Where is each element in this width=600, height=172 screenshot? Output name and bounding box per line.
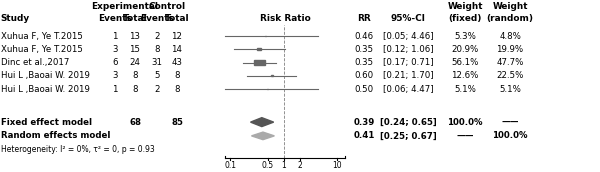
- Text: [0.24; 0.65]: [0.24; 0.65]: [380, 118, 436, 127]
- Text: Hui L ,Baoai W. 2019: Hui L ,Baoai W. 2019: [1, 85, 89, 94]
- Text: 0.41: 0.41: [353, 131, 375, 140]
- Text: 15: 15: [130, 45, 140, 54]
- Text: 31: 31: [152, 58, 163, 67]
- Text: 8: 8: [132, 71, 138, 80]
- Text: Risk Ratio: Risk Ratio: [260, 14, 310, 23]
- Text: Dinc et al.,2017: Dinc et al.,2017: [1, 58, 69, 67]
- Text: 8: 8: [132, 85, 138, 94]
- Text: [0.06; 4.47]: [0.06; 4.47]: [383, 85, 433, 94]
- Text: 13: 13: [130, 32, 140, 41]
- Text: Events: Events: [140, 14, 174, 23]
- Text: 0.39: 0.39: [353, 118, 375, 127]
- Text: 1: 1: [281, 161, 286, 170]
- Text: 43: 43: [172, 58, 182, 67]
- Text: 0.46: 0.46: [355, 32, 374, 41]
- Text: 3: 3: [112, 71, 118, 80]
- Text: Study: Study: [1, 14, 30, 23]
- Text: 10: 10: [332, 161, 342, 170]
- Text: [0.17; 0.71]: [0.17; 0.71]: [383, 58, 433, 67]
- Bar: [271, 75, 273, 76]
- Text: (random): (random): [487, 14, 533, 23]
- Text: 14: 14: [172, 45, 182, 54]
- Text: 12.6%: 12.6%: [451, 71, 479, 80]
- Text: 100.0%: 100.0%: [492, 131, 528, 140]
- Text: 2: 2: [298, 161, 302, 170]
- Text: 24: 24: [130, 58, 140, 67]
- Text: 56.1%: 56.1%: [451, 58, 479, 67]
- Text: 1: 1: [112, 85, 118, 94]
- Text: 2: 2: [154, 85, 160, 94]
- Text: 19.9%: 19.9%: [496, 45, 524, 54]
- Text: 12: 12: [172, 32, 182, 41]
- Text: ——: ——: [501, 118, 519, 127]
- Text: 0.50: 0.50: [355, 85, 374, 94]
- Text: 0.35: 0.35: [355, 58, 374, 67]
- Text: 68: 68: [129, 118, 141, 127]
- Text: RR: RR: [358, 14, 371, 23]
- Text: Fixed effect model: Fixed effect model: [1, 118, 92, 127]
- Polygon shape: [251, 118, 274, 127]
- Bar: [254, 60, 265, 65]
- Text: Control: Control: [149, 2, 185, 11]
- Text: [0.25; 0.67]: [0.25; 0.67]: [380, 131, 436, 140]
- Text: [0.21; 1.70]: [0.21; 1.70]: [383, 71, 433, 80]
- Text: 8: 8: [154, 45, 160, 54]
- Text: 95%-Cl: 95%-Cl: [391, 14, 425, 23]
- Polygon shape: [251, 132, 274, 140]
- Text: 3: 3: [112, 45, 118, 54]
- Text: 20.9%: 20.9%: [451, 45, 479, 54]
- Text: 2: 2: [154, 32, 160, 41]
- Text: 47.7%: 47.7%: [496, 58, 524, 67]
- Text: 85: 85: [171, 118, 183, 127]
- Text: 0.1: 0.1: [224, 161, 236, 170]
- Text: ——: ——: [456, 131, 474, 140]
- Text: [0.05; 4.46]: [0.05; 4.46]: [383, 32, 433, 41]
- Text: Xuhua F, Ye T.2015: Xuhua F, Ye T.2015: [1, 45, 82, 54]
- Text: Total: Total: [164, 14, 190, 23]
- Bar: [257, 49, 262, 50]
- Text: 5: 5: [154, 71, 160, 80]
- Text: Random effects model: Random effects model: [1, 131, 110, 140]
- Text: Heterogeneity: I² = 0%, τ² = 0, p = 0.93: Heterogeneity: I² = 0%, τ² = 0, p = 0.93: [1, 145, 154, 154]
- Text: Weight: Weight: [492, 2, 528, 11]
- Text: 6: 6: [112, 58, 118, 67]
- Text: 0.5: 0.5: [262, 161, 274, 170]
- Text: Hui L ,Baoai W. 2019: Hui L ,Baoai W. 2019: [1, 71, 89, 80]
- Text: 5.1%: 5.1%: [499, 85, 521, 94]
- Text: 5.1%: 5.1%: [454, 85, 476, 94]
- Text: 1: 1: [112, 32, 118, 41]
- Text: 8: 8: [174, 85, 180, 94]
- Text: Events: Events: [98, 14, 132, 23]
- Text: 4.8%: 4.8%: [499, 32, 521, 41]
- Text: 100.0%: 100.0%: [447, 118, 483, 127]
- Text: (fixed): (fixed): [448, 14, 482, 23]
- Text: 5.3%: 5.3%: [454, 32, 476, 41]
- Text: [0.12; 1.06]: [0.12; 1.06]: [383, 45, 433, 54]
- Text: Weight: Weight: [447, 2, 483, 11]
- Text: 0.60: 0.60: [355, 71, 374, 80]
- Text: 22.5%: 22.5%: [496, 71, 524, 80]
- Text: 0.35: 0.35: [355, 45, 374, 54]
- Text: Experimental: Experimental: [92, 2, 158, 11]
- Text: Xuhua F, Ye T.2015: Xuhua F, Ye T.2015: [1, 32, 82, 41]
- Text: Total: Total: [122, 14, 148, 23]
- Text: 8: 8: [174, 71, 180, 80]
